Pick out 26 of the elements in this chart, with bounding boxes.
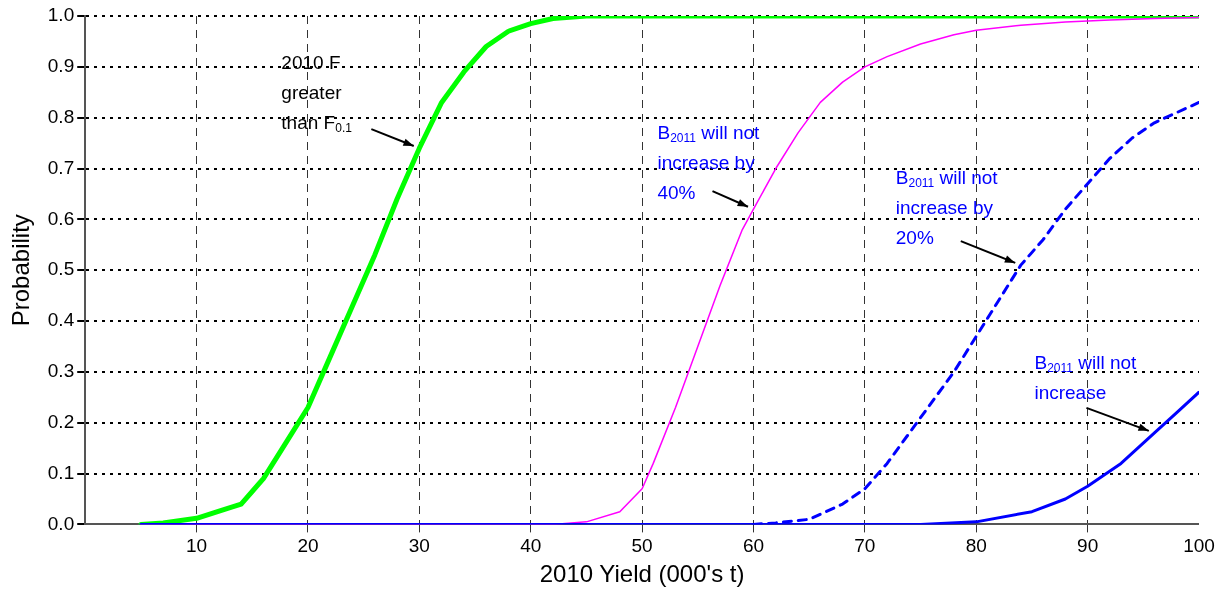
y-tick-label: 0.1 [47,461,75,483]
y-tick-label: 1.0 [47,4,75,26]
x-tick-label: 40 [520,535,542,557]
y-tick-label: 0.4 [47,309,75,331]
x-tick-label: 60 [742,535,765,557]
x-tick-label: 50 [631,535,653,557]
x-tick-label: 90 [1077,535,1099,557]
y-tick-label: 0.0 [47,512,75,534]
y-tick-label: 0.8 [47,105,75,127]
y-tick-label: 0.7 [47,156,75,178]
annotation: B$_{2011}$ will not increase by 40% [657,121,761,206]
y-tick-label: 0.5 [47,258,75,280]
x-tick-label: 100 [1183,535,1215,557]
annotation: B$_{2011}$ will not increase [1034,350,1138,405]
y-tick-label: 0.3 [47,360,75,382]
x-tick-label: 70 [854,535,876,557]
y-tick-label: 0.9 [47,55,75,77]
annotation: B$_{2011}$ will not increase by 20% [895,166,999,251]
y-tick-label: 0.2 [47,410,75,432]
y-axis-title: Probability [7,214,35,327]
x-axis-title: 2010 Yield (000's t) [539,560,745,588]
x-tick-label: 20 [297,535,319,557]
x-tick-label: 80 [965,535,987,557]
x-tick-label: 10 [186,535,208,557]
x-tick-label: 30 [408,535,430,557]
y-tick-label: 0.6 [47,207,75,229]
